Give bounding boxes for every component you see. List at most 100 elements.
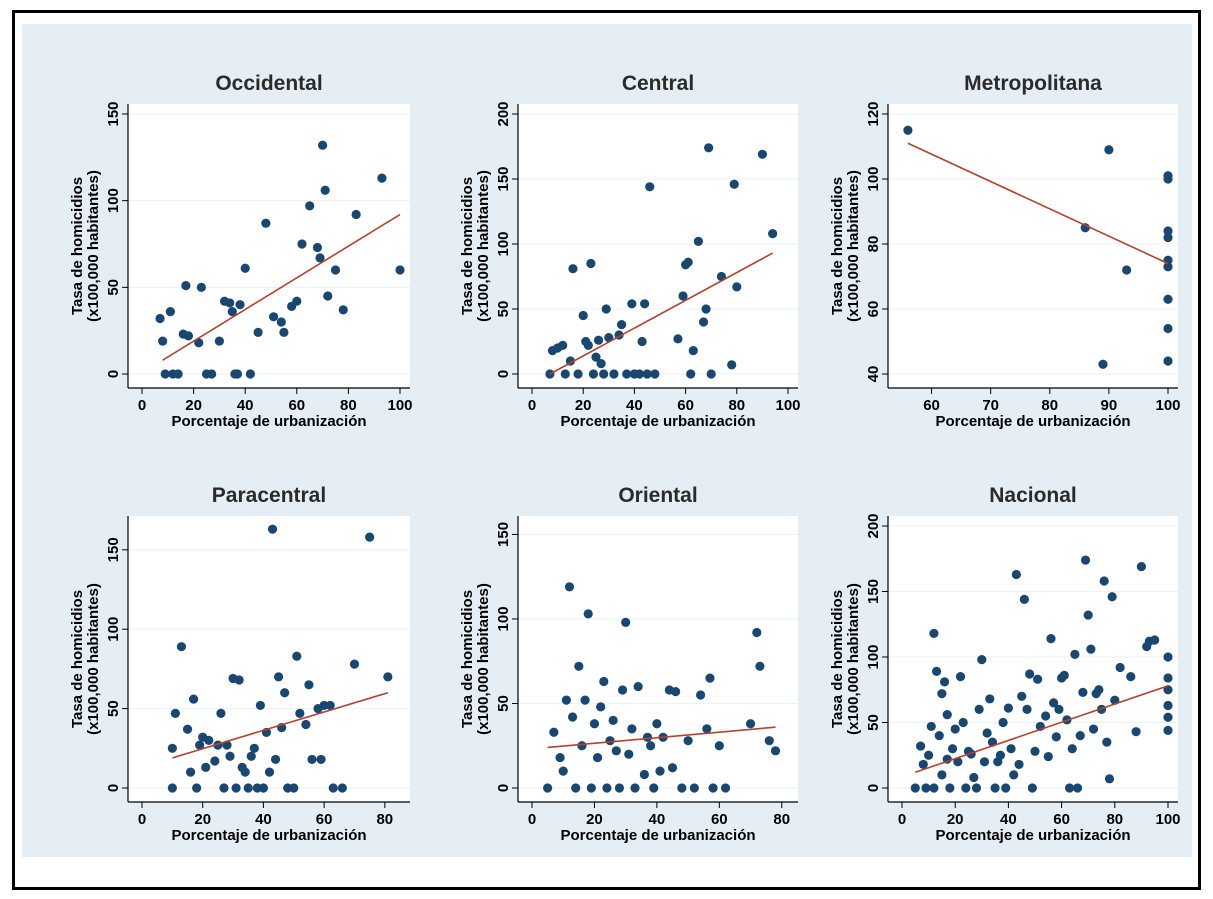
plot-area	[128, 516, 410, 802]
x-tick-label: 80	[1106, 811, 1123, 828]
data-point	[1043, 751, 1053, 762]
data-point	[578, 310, 588, 321]
data-point	[982, 728, 992, 738]
data-point	[249, 743, 259, 753]
data-point	[185, 767, 196, 777]
data-point	[649, 783, 659, 793]
data-point	[939, 677, 950, 687]
data-point	[745, 719, 756, 729]
data-point	[573, 369, 583, 379]
data-point	[1163, 294, 1173, 304]
data-point	[609, 369, 619, 379]
data-point	[698, 317, 709, 327]
data-point	[264, 767, 275, 777]
data-point	[1163, 725, 1173, 735]
data-point	[1030, 746, 1040, 756]
data-point	[240, 767, 250, 777]
data-point	[929, 783, 939, 793]
data-point	[318, 140, 328, 150]
data-point	[1027, 783, 1037, 793]
data-point	[1163, 673, 1173, 683]
data-point	[395, 265, 405, 275]
data-point	[617, 320, 627, 330]
data-point	[770, 746, 781, 756]
data-point	[183, 331, 194, 341]
y-axis-label: Tasa de homicidios	[69, 590, 86, 728]
data-point	[280, 688, 290, 698]
data-point	[158, 336, 168, 346]
y-tick-label: 100	[105, 188, 122, 213]
data-point	[646, 741, 656, 751]
data-point	[701, 304, 711, 314]
data-point	[1163, 712, 1173, 722]
data-point	[1136, 562, 1146, 572]
data-point	[1067, 744, 1077, 754]
data-point	[301, 719, 311, 730]
data-point	[155, 313, 165, 324]
x-tick-label: 40	[1000, 811, 1017, 828]
plot-area	[888, 516, 1178, 802]
x-axis-label: Porcentaje de urbanización	[935, 413, 1130, 430]
data-point	[602, 783, 612, 793]
y-tick-label: 50	[105, 700, 122, 717]
panel-title: Paracentral	[212, 484, 326, 507]
data-point	[1115, 662, 1125, 673]
y-tick-label: 100	[865, 166, 882, 191]
data-point	[1070, 649, 1080, 659]
data-point	[1107, 592, 1117, 602]
data-point	[720, 783, 731, 793]
data-point	[599, 369, 609, 379]
data-point	[1075, 731, 1085, 741]
data-point	[640, 299, 650, 309]
data-point	[969, 772, 979, 783]
data-point	[683, 736, 693, 746]
data-point	[645, 182, 655, 192]
x-tick-label: 0	[528, 811, 536, 828]
data-point	[338, 305, 348, 315]
data-point	[176, 642, 187, 652]
data-point	[1054, 704, 1064, 715]
data-point	[642, 732, 653, 742]
data-point	[328, 783, 338, 793]
fit-line	[915, 685, 1169, 774]
data-point	[204, 735, 214, 745]
data-point	[315, 253, 325, 263]
y-axis-label: Tasa de homicidios	[69, 177, 86, 315]
data-point	[1098, 359, 1108, 369]
data-point	[227, 307, 237, 317]
panel-title: Nacional	[989, 484, 1077, 507]
x-tick-label: 80	[376, 811, 393, 828]
data-point	[634, 369, 645, 379]
data-point	[219, 783, 229, 793]
data-point	[167, 743, 177, 753]
data-point	[316, 754, 326, 765]
data-point	[289, 783, 299, 793]
data-point	[167, 783, 177, 793]
data-point	[601, 304, 611, 314]
data-point	[258, 783, 269, 793]
data-point	[173, 369, 183, 379]
data-point	[918, 759, 928, 770]
data-point	[1017, 691, 1027, 701]
data-point	[627, 299, 637, 309]
y-tick-label: 100	[495, 606, 512, 631]
data-point	[561, 695, 571, 705]
data-point	[617, 685, 628, 695]
data-point	[633, 681, 643, 692]
data-point	[1014, 759, 1024, 770]
data-point	[921, 783, 931, 793]
data-point	[1080, 555, 1091, 565]
panel-title: Metropolitana	[964, 72, 1102, 95]
data-point	[1094, 685, 1104, 695]
data-point	[1163, 232, 1173, 243]
data-point	[1059, 670, 1069, 680]
scatter-panel-4: Paracentral 0 20 40 60 80 0 50 100 150 Porcentaje …	[69, 484, 410, 844]
data-point	[330, 265, 341, 275]
x-tick-label: 80	[773, 811, 790, 828]
data-point	[1163, 262, 1173, 272]
panel-title: Central	[622, 72, 694, 95]
data-point	[304, 680, 314, 690]
panel-title: Oriental	[618, 484, 697, 507]
data-point	[695, 690, 706, 700]
data-point	[971, 783, 982, 793]
